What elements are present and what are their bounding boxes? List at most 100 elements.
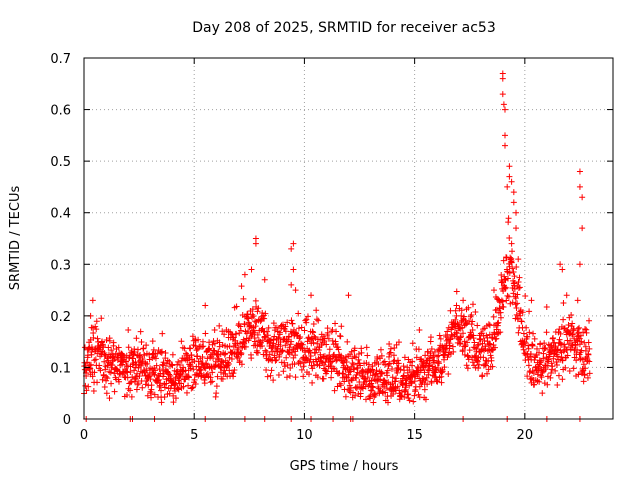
data-point — [341, 378, 348, 385]
data-point — [444, 328, 451, 335]
data-point — [288, 338, 295, 345]
data-point — [586, 317, 593, 324]
data-point — [586, 358, 593, 365]
data-point — [585, 351, 592, 358]
data-point — [282, 342, 289, 349]
data-point — [344, 338, 351, 345]
data-point — [272, 357, 279, 364]
data-point — [214, 356, 221, 363]
data-point — [388, 365, 395, 372]
data-point — [346, 382, 353, 389]
data-point — [226, 367, 233, 374]
data-point — [559, 266, 566, 273]
data-point — [263, 349, 270, 356]
data-point — [238, 283, 245, 290]
data-point — [541, 345, 548, 352]
data-point — [474, 322, 481, 329]
data-point — [194, 371, 201, 378]
data-point — [555, 372, 562, 379]
data-point — [513, 304, 520, 311]
data-point — [252, 297, 259, 304]
data-point — [577, 332, 584, 339]
data-point — [238, 350, 245, 357]
data-point — [101, 383, 108, 390]
data-point — [464, 365, 471, 372]
data-point — [90, 388, 97, 395]
data-point — [199, 354, 206, 361]
data-point — [194, 353, 201, 360]
data-point — [195, 363, 202, 370]
data-point — [156, 383, 163, 390]
data-point — [415, 346, 422, 353]
data-point — [574, 346, 581, 353]
data-point — [362, 396, 369, 403]
data-point — [510, 290, 517, 297]
data-point — [413, 354, 420, 361]
data-point — [242, 343, 249, 350]
data-point — [89, 297, 96, 304]
data-point — [545, 356, 552, 363]
data-point — [376, 389, 383, 396]
data-point — [557, 261, 564, 268]
data-point — [280, 368, 287, 375]
data-point — [337, 382, 344, 389]
data-point — [267, 372, 274, 379]
data-point — [209, 341, 216, 348]
data-point — [254, 308, 261, 315]
data-point — [99, 338, 106, 345]
data-point — [573, 336, 580, 343]
data-point — [160, 359, 167, 366]
data-point — [90, 334, 97, 341]
data-point — [290, 266, 297, 273]
data-point — [237, 323, 244, 330]
data-point — [372, 392, 379, 399]
data-point — [401, 367, 408, 374]
data-point — [576, 341, 583, 348]
data-point — [206, 339, 213, 346]
data-point — [546, 353, 553, 360]
data-point — [133, 386, 140, 393]
data-point — [292, 287, 299, 294]
data-point — [469, 318, 476, 325]
data-point — [240, 295, 247, 302]
data-point — [460, 297, 467, 304]
data-point — [484, 347, 491, 354]
data-point — [329, 358, 336, 365]
data-point — [569, 320, 576, 327]
data-point — [152, 367, 159, 374]
data-point — [427, 334, 434, 341]
data-point — [329, 337, 336, 344]
data-point — [431, 357, 438, 364]
data-point — [441, 364, 448, 371]
data-point — [106, 337, 113, 344]
data-point — [457, 334, 464, 341]
data-point — [550, 335, 557, 342]
data-point — [394, 357, 401, 364]
data-point — [338, 323, 345, 330]
data-point — [493, 335, 500, 342]
plot-frame — [83, 57, 614, 420]
data-point — [250, 313, 257, 320]
data-point — [453, 329, 460, 336]
data-point — [293, 332, 300, 339]
data-point — [489, 363, 496, 370]
data-point — [191, 357, 198, 364]
data-point — [570, 365, 577, 372]
data-point — [575, 371, 582, 378]
data-point — [337, 354, 344, 361]
data-point — [395, 339, 402, 346]
data-point — [445, 371, 452, 378]
data-point — [261, 276, 268, 283]
data-point — [457, 325, 464, 332]
y-tick-label: 0 — [63, 413, 71, 428]
data-point — [284, 319, 291, 326]
data-point — [508, 259, 515, 266]
data-point — [131, 349, 138, 356]
data-point — [185, 374, 192, 381]
data-point — [189, 333, 196, 340]
data-point — [425, 371, 432, 378]
data-point — [552, 367, 559, 374]
data-point — [509, 248, 516, 255]
data-point — [576, 261, 583, 268]
data-point — [425, 348, 432, 355]
